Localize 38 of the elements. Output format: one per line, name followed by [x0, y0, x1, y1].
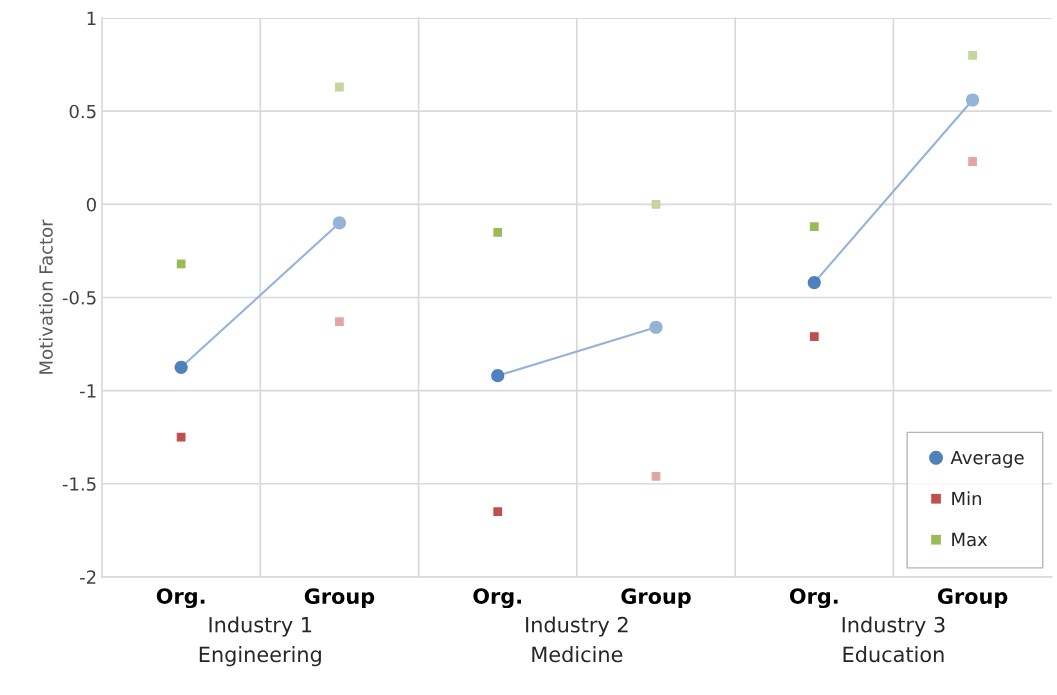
point	[651, 471, 661, 481]
point	[968, 50, 977, 60]
y-tick-label: 0	[86, 197, 96, 212]
legend-label: Max	[952, 532, 988, 547]
y-axis-title: Motivation Factor	[38, 219, 53, 374]
y-tick-label: -1.5	[62, 477, 96, 491]
point	[176, 259, 186, 269]
legend-label: Min	[952, 491, 981, 506]
point	[968, 157, 977, 166]
x-tick-label: Org.	[156, 588, 205, 609]
point	[651, 199, 661, 209]
point	[965, 93, 980, 107]
x-tick-label: Group	[621, 588, 691, 609]
point	[491, 369, 505, 383]
x-axis-title: Industry 1 Engineering	[199, 616, 321, 667]
point	[332, 216, 347, 230]
point	[176, 432, 186, 442]
y-tick-label: 0.5	[69, 104, 96, 119]
x-tick-label: Group	[937, 588, 1008, 609]
point	[649, 320, 663, 334]
point	[809, 222, 819, 232]
x-tick-label: Org.	[789, 588, 838, 609]
y-tick-label: -0.5	[62, 290, 96, 305]
point	[809, 332, 819, 341]
point	[493, 227, 503, 237]
y-tick-label: -1	[80, 384, 96, 398]
point	[174, 360, 188, 374]
x-tick-label: Group	[304, 588, 375, 609]
x-axis-title: Industry 2 Medicine	[526, 616, 628, 663]
x-axis-title: Industry 3 Education	[842, 616, 945, 663]
point	[493, 507, 503, 517]
point	[335, 82, 344, 92]
legend-label: Average	[950, 450, 1024, 468]
point	[807, 275, 821, 290]
y-tick-label: -2	[80, 570, 96, 584]
x-tick-label: Org.	[473, 588, 521, 609]
point	[335, 317, 344, 327]
y-tick-label: 1	[87, 11, 96, 25]
